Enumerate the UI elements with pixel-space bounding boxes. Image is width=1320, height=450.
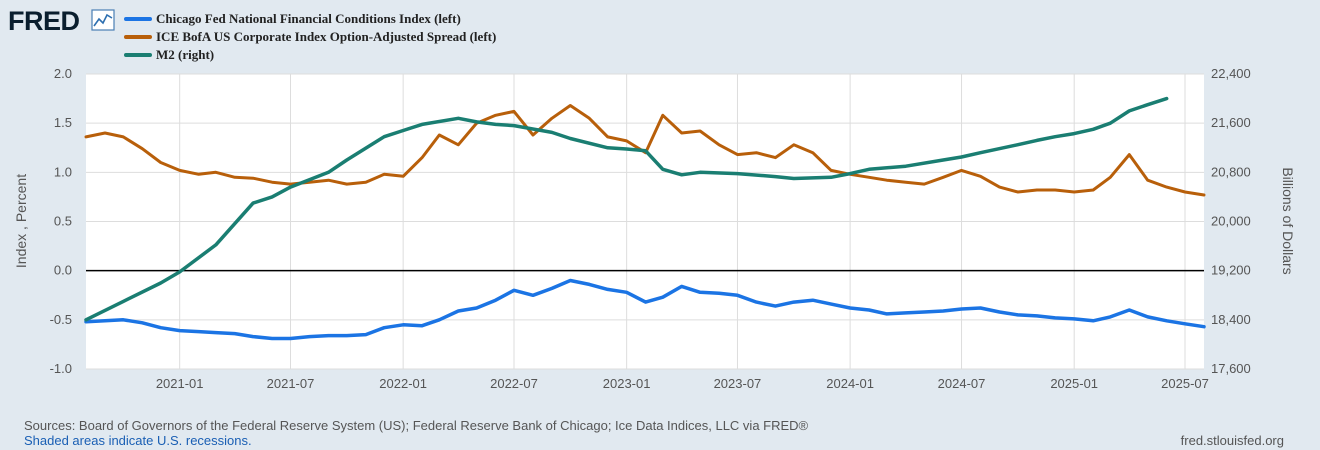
- x-tick-label: 2025-07: [1161, 376, 1209, 391]
- left-tick-label: 2.0: [54, 66, 72, 81]
- legend-item-m2: M2 (right): [124, 46, 496, 64]
- x-tick-label: 2022-07: [490, 376, 538, 391]
- x-tick-label: 2025-01: [1050, 376, 1098, 391]
- left-tick-label: 1.5: [54, 115, 72, 130]
- x-tick-label: 2021-07: [267, 376, 315, 391]
- legend-label-nfci: Chicago Fed National Financial Condition…: [156, 11, 461, 26]
- legend-label-m2: M2 (right): [156, 47, 215, 62]
- left-tick-label: 0.0: [54, 263, 72, 278]
- x-tick-label: 2023-07: [714, 376, 762, 391]
- gridlines: [86, 73, 1204, 370]
- x-tick-label: 2024-07: [938, 376, 986, 391]
- left-tick-label: -0.5: [50, 312, 72, 327]
- fred-logo-text: FRED: [8, 6, 80, 36]
- recession-note[interactable]: Shaded areas indicate U.S. recessions.: [24, 433, 252, 448]
- x-tick-label: 2024-01: [826, 376, 874, 391]
- legend-item-oas: ICE BofA US Corporate Index Option-Adjus…: [124, 28, 496, 46]
- right-tick-label: 22,400: [1211, 66, 1251, 81]
- x-tick-label: 2021-01: [156, 376, 204, 391]
- fred-logo[interactable]: FRED: [8, 4, 120, 38]
- right-axis-ticks: 22,400 21,600 20,800 20,000 19,200 18,400 17,6…: [1211, 66, 1251, 376]
- m2-line: [84, 96, 1169, 322]
- chart-line-icon: [91, 9, 115, 31]
- right-tick-label: 21,600: [1211, 115, 1251, 130]
- left-tick-label: -1.0: [50, 361, 72, 376]
- site-link[interactable]: fred.stlouisfed.org: [1180, 433, 1284, 448]
- series-lines: [84, 96, 1206, 341]
- right-axis-title: Billions of Dollars: [1280, 167, 1296, 274]
- x-tick-label: 2022-01: [379, 376, 427, 391]
- left-tick-label: 0.5: [54, 214, 72, 229]
- legend-item-nfci: Chicago Fed National Financial Condition…: [124, 10, 496, 28]
- source-note: Sources: Board of Governors of the Feder…: [24, 418, 809, 433]
- right-tick-label: 20,800: [1211, 164, 1251, 179]
- legend: Chicago Fed National Financial Condition…: [124, 10, 496, 64]
- left-axis-ticks: 2.0 1.5 1.0 0.5 0.0 -0.5 -1.0: [50, 66, 72, 376]
- right-tick-label: 17,600: [1211, 361, 1251, 376]
- nfci-line: [84, 278, 1206, 341]
- right-tick-label: 20,000: [1211, 214, 1251, 229]
- right-tick-label: 19,200: [1211, 263, 1251, 278]
- left-tick-label: 1.0: [54, 164, 72, 179]
- legend-label-oas: ICE BofA US Corporate Index Option-Adjus…: [156, 29, 497, 44]
- legend-swatch-oas: [124, 35, 152, 39]
- right-tick-label: 18,400: [1211, 312, 1251, 327]
- legend-swatch-nfci: [124, 17, 152, 21]
- x-axis-ticks: 2021-01 2021-07 2022-01 2022-07 2023-01 2023-…: [156, 376, 1209, 391]
- left-axis-title: Index , Percent: [13, 174, 29, 268]
- legend-swatch-m2: [124, 53, 152, 57]
- x-tick-label: 2023-01: [603, 376, 651, 391]
